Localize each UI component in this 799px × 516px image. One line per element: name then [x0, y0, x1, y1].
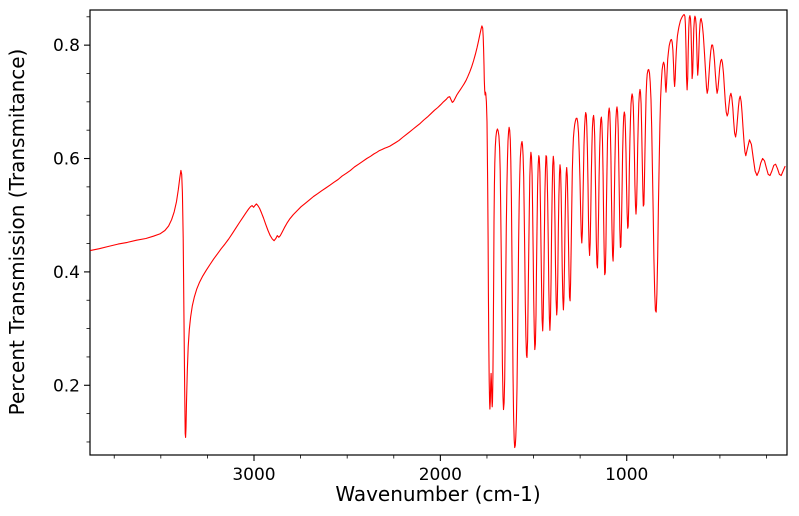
y-tick-label: 0.6	[53, 150, 80, 170]
x-axis-label: Wavenumber (cm-1)	[335, 482, 541, 506]
y-tick-label: 0.4	[53, 263, 80, 283]
spectrum-line	[90, 13, 786, 449]
y-axis-label: Percent Transmission (Transmitance)	[5, 48, 29, 416]
x-tick-label: 2000	[419, 465, 462, 485]
y-tick-label: 0.8	[53, 36, 80, 56]
x-tick-label: 3000	[232, 465, 275, 485]
plot-border	[89, 9, 788, 456]
y-tick-label: 0.2	[53, 376, 80, 396]
x-tick-label: 1000	[605, 465, 648, 485]
